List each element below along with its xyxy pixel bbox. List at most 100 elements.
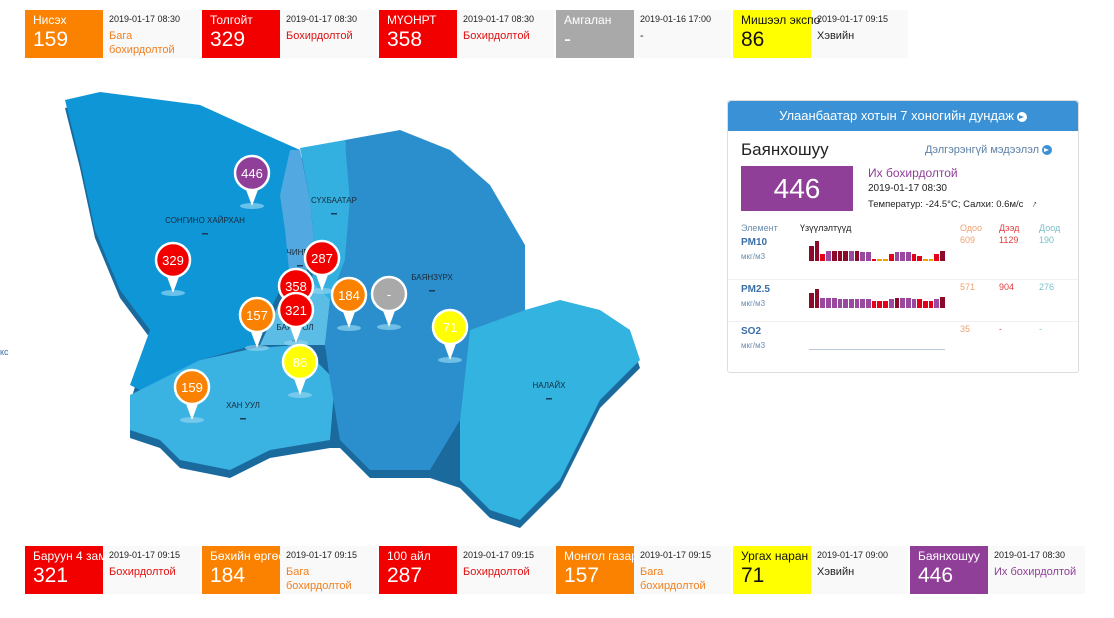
pin-circle — [303, 239, 341, 277]
sparkline — [809, 286, 945, 308]
spark-bar — [905, 298, 911, 308]
card-info: 2019-01-17 09:15 Бохирдолтой — [103, 546, 200, 594]
spark-bar — [940, 297, 945, 308]
aqi-box: Толгойт 329 — [202, 10, 280, 58]
aqi-box: Монгол газар 157 — [556, 546, 638, 594]
pin-value: 446 — [241, 166, 263, 181]
station-card[interactable]: МҮОНРТ 358 2019-01-17 08:30 Бохирдолтой — [379, 10, 554, 58]
spark-bar — [820, 254, 826, 261]
station-pin[interactable]: 321 — [277, 291, 315, 346]
station-card[interactable]: Баянхошуу 446 2019-01-17 08:30 Их бохирд… — [910, 546, 1085, 594]
spark-bar — [894, 252, 900, 261]
element-unit: мкг/м3 — [741, 299, 766, 308]
district-marker — [546, 398, 552, 400]
pin-pointer — [315, 272, 329, 291]
card-info: 2019-01-17 09:00 Хэвийн — [811, 546, 908, 594]
spark-bar — [877, 258, 883, 261]
pin-pointer — [342, 309, 356, 328]
station-card[interactable]: Монгол газар 157 2019-01-17 09:15 Бага б… — [556, 546, 731, 594]
station-card[interactable]: Баруун 4 зам 321 2019-01-17 09:15 Бохирд… — [25, 546, 200, 594]
spark-bar — [860, 252, 866, 261]
spark-bar — [871, 301, 877, 308]
chevron-circle-right-icon — [1016, 111, 1027, 122]
station-name: МҮОНРТ — [387, 13, 437, 27]
station-name: Толгойт — [210, 13, 253, 27]
station-card[interactable]: Ургах наран 71 2019-01-17 09:00 Хэвийн — [733, 546, 908, 594]
station-name: Баянхошуу — [918, 549, 980, 563]
station-pin[interactable]: 157 — [238, 296, 276, 351]
station-pin[interactable]: 71 — [431, 308, 469, 363]
district-label: СҮХБААТАР — [311, 196, 357, 205]
spark-bar — [923, 301, 928, 308]
weekly-average-header[interactable]: Улаанбаатар хотын 7 хоногийн дундаж — [728, 101, 1078, 131]
spark-bar — [837, 299, 843, 308]
spark-bar — [826, 298, 831, 308]
district-chingeltei[interactable] — [280, 150, 315, 280]
spark-bar — [928, 301, 934, 308]
district-bayanzurkh[interactable] — [325, 130, 525, 470]
more-info-label: Дэлгэрэнгүй мэдээлэл — [924, 144, 1039, 156]
value-max: 904 — [999, 282, 1015, 292]
spark-bar — [820, 298, 826, 308]
status-text: Их бохирдолтой — [994, 566, 1077, 578]
pin-value: 71 — [443, 320, 457, 335]
status-text: Бохирдолтой — [463, 30, 530, 42]
pin-value: 184 — [338, 288, 360, 303]
spark-bar — [848, 299, 854, 308]
station-card[interactable]: Толгойт 329 2019-01-17 08:30 Бохирдолтой — [202, 10, 377, 58]
station-pin[interactable]: 329 — [154, 241, 192, 296]
aqi-box: Бөхийн өргөө 184 — [202, 546, 285, 594]
pin-value: 321 — [285, 303, 307, 318]
value-max: - — [999, 324, 1002, 334]
station-card[interactable]: Бөхийн өргөө 184 2019-01-17 09:15 Бага б… — [202, 546, 377, 594]
station-name: Ургах наран — [741, 549, 809, 563]
station-pin[interactable]: - — [370, 275, 408, 330]
station-pin[interactable]: 86 — [281, 343, 319, 398]
status-text: Бага бохирдолтой — [109, 30, 175, 56]
timestamp: 2019-01-17 08:30 — [463, 14, 535, 24]
aqi-box: Баруун 4 зам 321 — [25, 546, 106, 594]
element-name: PM2.5 — [741, 284, 770, 295]
station-pin[interactable]: 287 — [303, 239, 341, 294]
pin-circle — [370, 275, 408, 313]
wind-arrow-icon: ↑ — [1029, 198, 1040, 211]
aqi-value: 446 — [918, 564, 954, 587]
pin-circle — [154, 241, 192, 279]
status-text: Бага бохирдолтой — [640, 566, 706, 592]
spark-bar — [883, 301, 888, 308]
station-pin[interactable]: 446 — [233, 154, 271, 209]
station-card[interactable]: Амгалан - 2019-01-16 17:00 - — [556, 10, 731, 58]
card-info: 2019-01-17 08:30 Бохирдолтой — [457, 10, 554, 58]
col-min: Доод — [1039, 223, 1061, 233]
station-card[interactable]: Мишээл экспо 86 2019-01-17 09:15 Хэвийн — [733, 10, 908, 58]
district-nalaikh[interactable] — [460, 300, 640, 520]
aqi-value: 446 — [741, 166, 853, 211]
spark-bar — [837, 251, 843, 261]
card-info: 2019-01-17 09:15 Хэвийн — [811, 10, 908, 58]
pin-value: - — [387, 287, 391, 302]
aqi-box: 100 айл 287 — [379, 546, 457, 594]
card-info: 2019-01-16 17:00 - — [634, 10, 731, 58]
station-pin[interactable]: 159 — [173, 368, 211, 423]
spark-bar — [860, 299, 866, 308]
timestamp: 2019-01-17 09:15 — [640, 550, 712, 560]
spark-bar — [831, 298, 837, 308]
timestamp: 2019-01-17 09:15 — [817, 14, 889, 24]
element-unit: мкг/м3 — [741, 341, 766, 350]
district-label: СОНГИНО ХАЙРХАН — [165, 216, 245, 225]
pin-value: 358 — [285, 279, 307, 294]
more-info-link[interactable]: Дэлгэрэнгүй мэдээлэл — [925, 144, 1052, 156]
aqi-box: МҮОНРТ 358 — [379, 10, 457, 58]
sparkline — [809, 328, 945, 350]
station-pin[interactable]: 184 — [330, 276, 368, 331]
district-label: ЧИНГЭ — [287, 248, 314, 257]
district-map: СОНГИНО ХАЙРХАН СҮХБААТАР ЧИНГЭ БАЯНЗҮРХ НАЛ… — [65, 92, 640, 528]
timestamp: 2019-01-17 09:15 — [286, 550, 358, 560]
station-card[interactable]: 100 айл 287 2019-01-17 09:15 Бохирдолтой — [379, 546, 554, 594]
timestamp: 2019-01-17 08:30 — [994, 550, 1066, 560]
timestamp: 2019-01-17 09:15 — [109, 550, 181, 560]
station-card[interactable]: Нисэх 159 2019-01-17 08:30 Бага бохирдол… — [25, 10, 200, 58]
status-text: Бага бохирдолтой — [286, 566, 352, 592]
spark-bar — [923, 258, 928, 261]
spark-bar — [854, 251, 860, 261]
